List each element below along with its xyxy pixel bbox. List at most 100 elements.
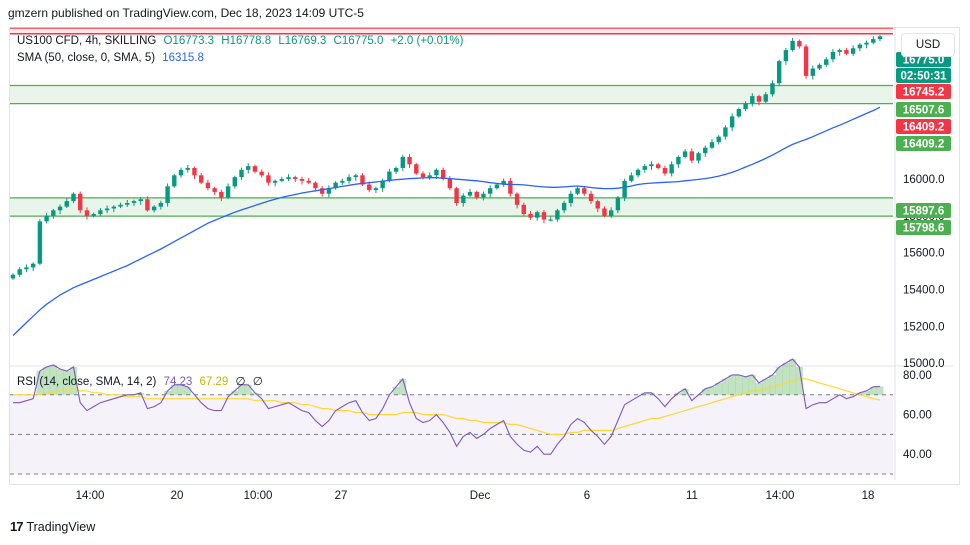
candle-body <box>30 263 36 268</box>
candle-body <box>44 215 49 222</box>
candle-body <box>259 171 264 176</box>
candle-body <box>723 127 728 137</box>
candle-body <box>293 177 298 180</box>
candle-body <box>797 40 802 47</box>
price-tag-bg <box>896 84 951 99</box>
candle-body <box>850 48 856 54</box>
rsi-tick-label: 60.00 <box>903 410 932 422</box>
price-tick-label: 16000.0 <box>903 174 945 186</box>
rsi-label[interactable]: RSI (14, close, SMA, 14, 2) <box>17 376 157 388</box>
candle-body <box>367 184 372 191</box>
time-tick-label: 27 <box>335 490 348 502</box>
candle-body <box>64 201 69 207</box>
sma-legend: SMA (50, close, 0, SMA, 5) 16315.8 <box>17 52 208 64</box>
rsi-extra-2: ∅ <box>252 376 263 388</box>
high-value: H16778.8 <box>221 35 272 47</box>
time-tick-label: 18 <box>862 490 875 502</box>
candle-body <box>393 167 399 172</box>
footer-brand: 17 TradingView <box>10 519 95 534</box>
candle-body <box>602 208 607 216</box>
time-tick-label: 10:00 <box>244 490 273 502</box>
candle-body <box>588 193 594 202</box>
candle-body <box>125 202 130 205</box>
candle-body <box>414 164 419 174</box>
price-tick-label: 15200.0 <box>903 321 945 333</box>
candle-body <box>407 156 412 165</box>
candle-body <box>743 103 748 110</box>
rsi-tick-label: 40.00 <box>903 449 932 461</box>
candle-body <box>138 199 143 202</box>
rsi-sma-line <box>13 378 881 435</box>
candle-body <box>629 175 634 181</box>
candle-body <box>272 180 278 183</box>
candle-body <box>776 61 782 84</box>
price-tag-bg <box>896 203 951 218</box>
candle-body <box>709 142 715 148</box>
candle-body <box>676 156 681 165</box>
candle-body <box>467 191 473 196</box>
candle-body <box>420 173 426 178</box>
candle-body <box>810 68 815 76</box>
candle-body <box>131 201 137 203</box>
price-tag-label: 16409.2 <box>903 139 945 151</box>
candle-body <box>682 151 688 157</box>
time-tick-label: 20 <box>171 490 184 502</box>
price-tag-bg <box>896 68 951 83</box>
candle-body <box>380 180 385 189</box>
candle-body <box>501 180 506 185</box>
candle-body <box>427 175 432 178</box>
candle-body <box>582 188 587 194</box>
candle-body <box>729 116 735 128</box>
sma-label[interactable]: SMA (50, close, 0, SMA, 5) <box>17 52 156 64</box>
candle-body <box>185 167 190 170</box>
candle-body <box>803 46 809 76</box>
price-tick-label: 15000.0 <box>903 358 945 370</box>
candle-body <box>541 212 547 220</box>
candle-body <box>830 51 836 60</box>
candle-body <box>494 184 500 189</box>
candle-body <box>319 188 325 194</box>
candle-body <box>770 83 775 95</box>
candle-body <box>790 40 795 51</box>
candle-body <box>615 197 621 211</box>
rsi-line <box>13 358 881 455</box>
price-tag-label: 15798.6 <box>903 223 945 235</box>
candle-body <box>487 188 493 194</box>
candle-body <box>514 193 520 205</box>
candle-body <box>474 191 479 198</box>
symbol-label[interactable]: US100 CFD, 4h, SKILLING <box>17 35 157 47</box>
candle-body <box>10 274 16 279</box>
candle-body <box>837 50 842 52</box>
candle-body <box>387 171 392 181</box>
candle-body <box>649 164 654 167</box>
candle-body <box>696 153 701 161</box>
candle-body <box>608 210 614 216</box>
candle-body <box>225 186 231 198</box>
price-tag-label: 15897.6 <box>903 206 945 218</box>
candle-body <box>454 188 459 203</box>
time-tick-label: 14:00 <box>76 490 105 502</box>
candle-body <box>508 180 513 194</box>
candle-body <box>91 213 96 216</box>
candle-body <box>313 182 318 189</box>
candle-body <box>844 50 849 54</box>
candle-body <box>145 199 150 211</box>
time-tick-label: 11 <box>686 490 698 502</box>
rsi-tick-label: 80.00 <box>903 370 932 382</box>
rsi-legend: RSI (14, close, SMA, 14, 2) 74.23 67.29 … <box>17 374 267 388</box>
time-tick-label: Dec <box>470 490 491 502</box>
tradingview-wordmark[interactable]: TradingView <box>26 519 96 534</box>
sma-value: 16315.8 <box>162 52 204 64</box>
candle-body <box>400 156 406 168</box>
price-tag-bg <box>896 119 951 134</box>
candle-body <box>118 204 123 207</box>
candle-body <box>353 175 358 178</box>
currency-button[interactable]: USD <box>901 33 955 57</box>
candle-body <box>528 213 533 218</box>
candle-body <box>756 96 762 102</box>
candle-body <box>447 179 453 189</box>
candle-body <box>877 36 883 40</box>
candle-body <box>165 186 170 203</box>
candle-body <box>252 166 258 172</box>
